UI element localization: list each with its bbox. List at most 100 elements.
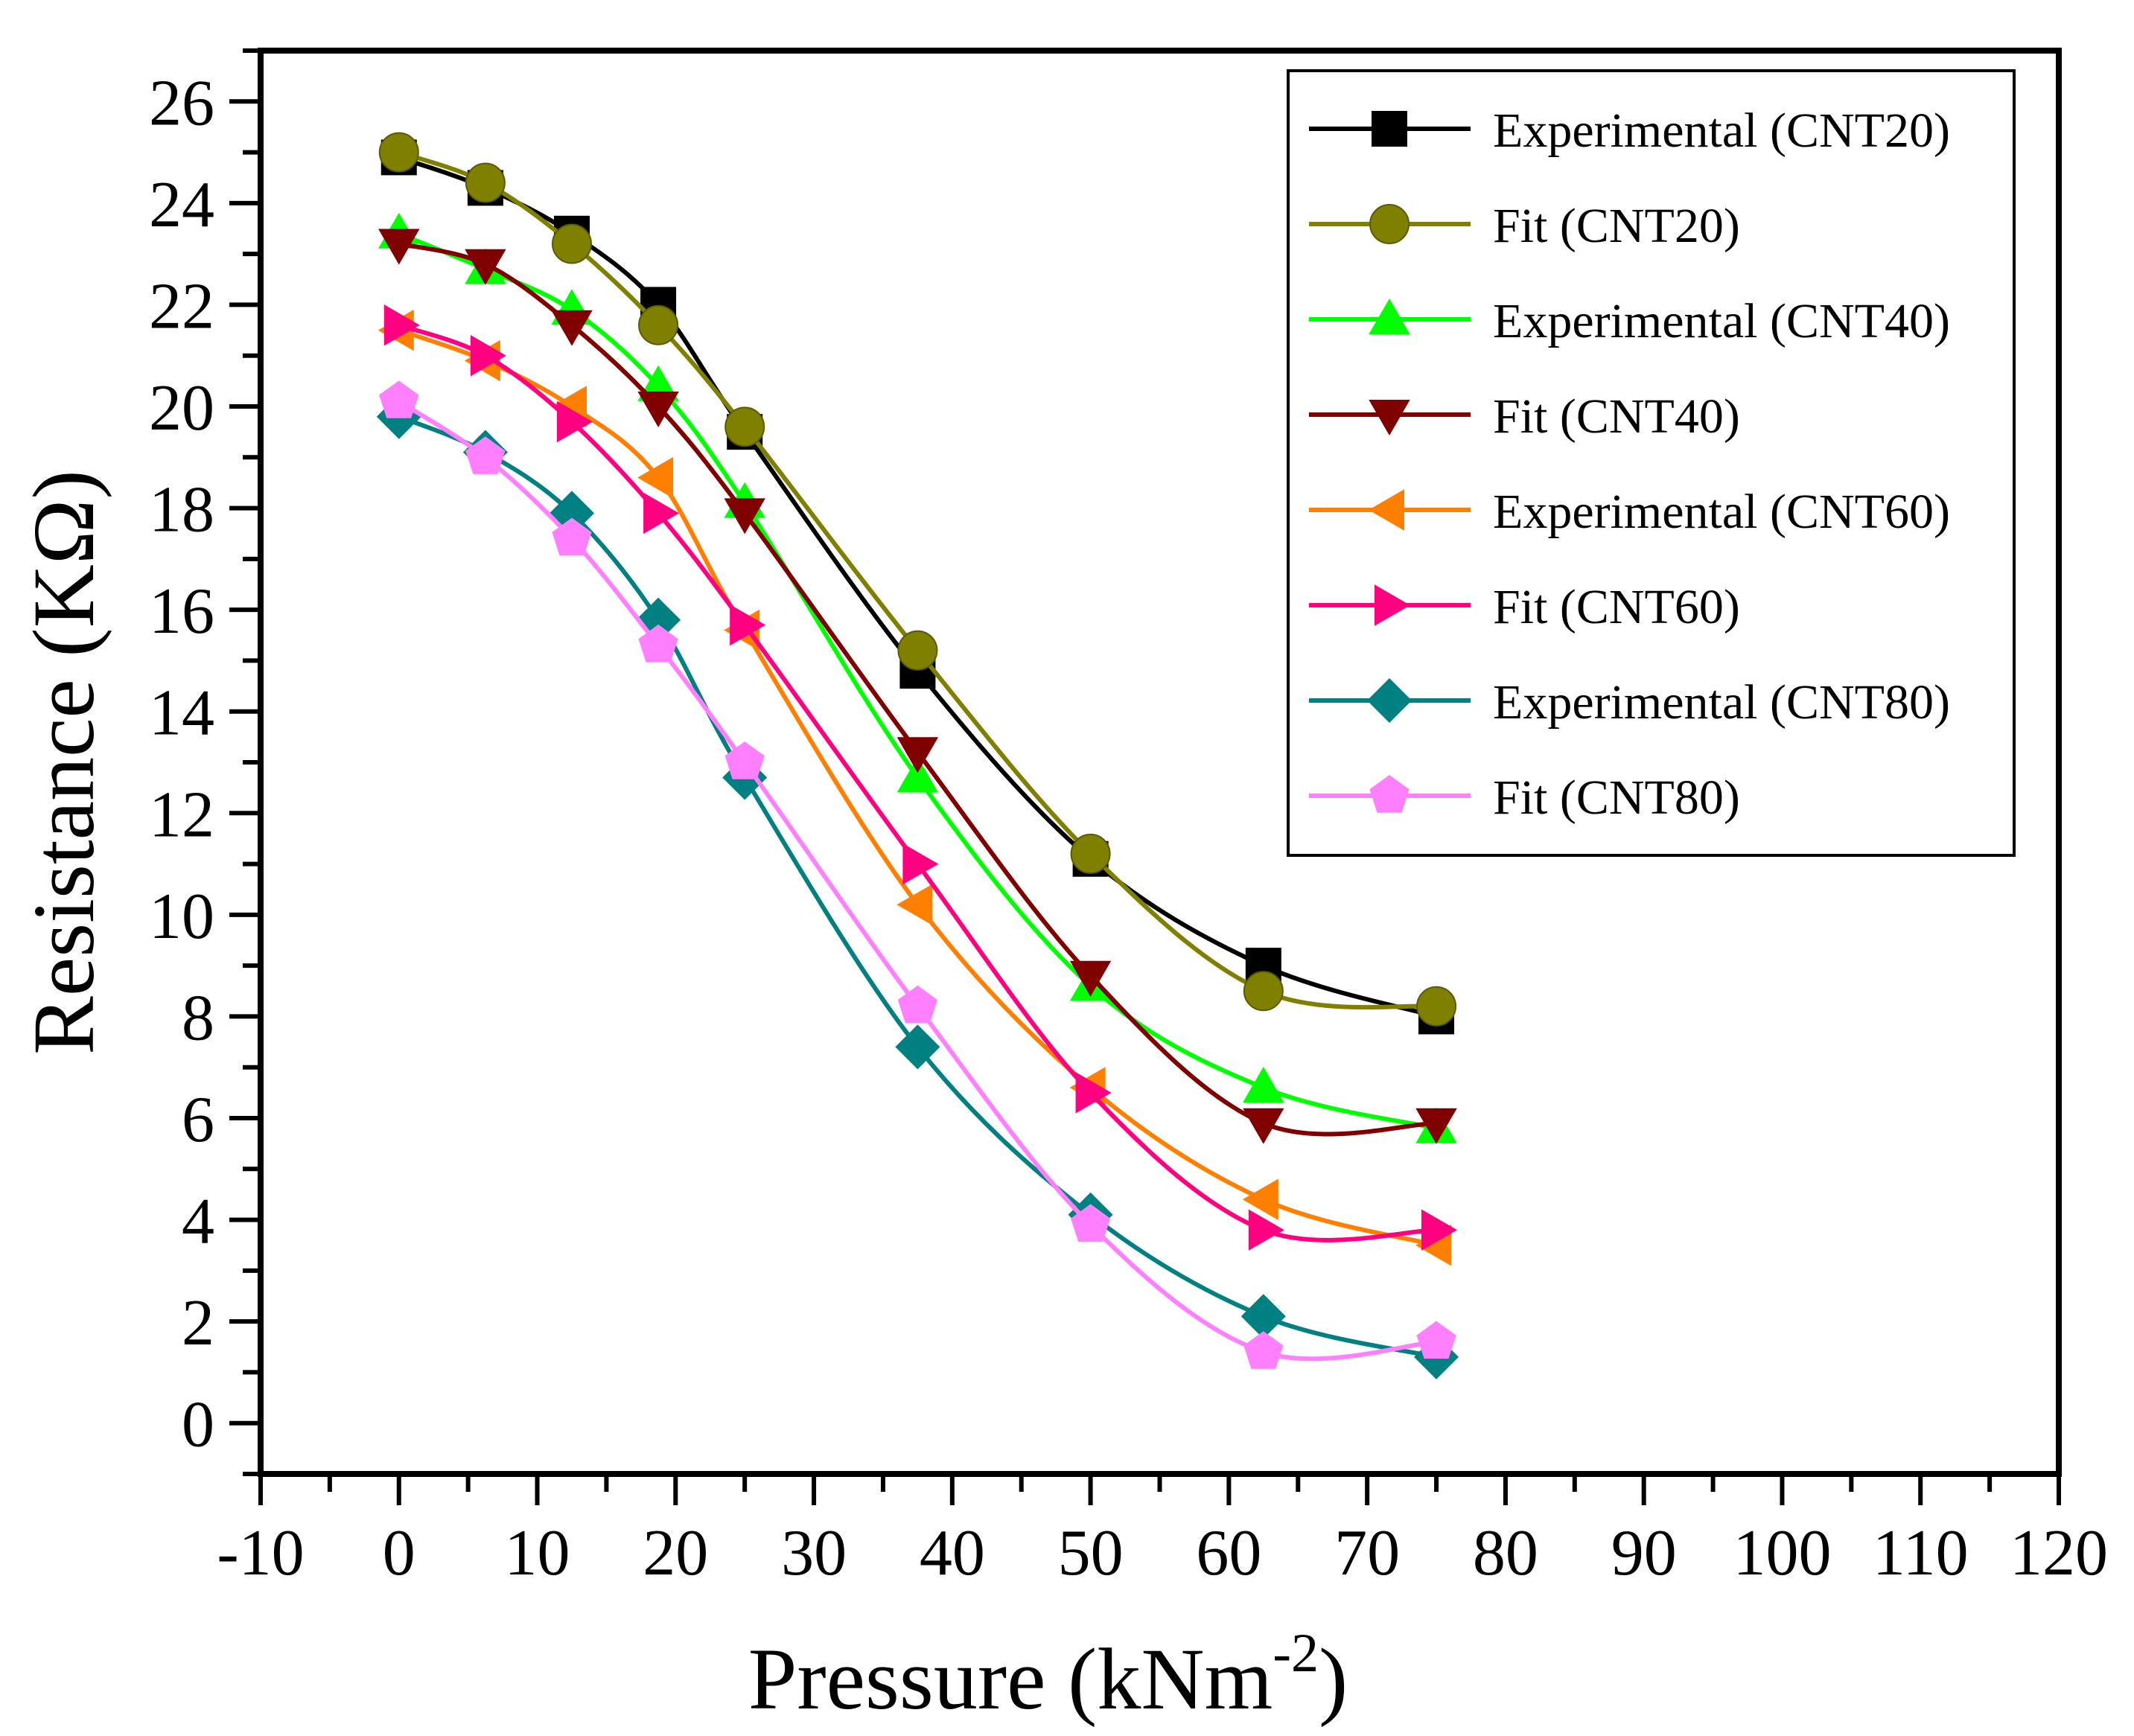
data-point — [1416, 986, 1457, 1027]
series-line — [398, 150, 1437, 1010]
data-point — [1243, 1331, 1284, 1369]
data-point — [724, 498, 765, 534]
series-3 — [378, 229, 1457, 1144]
y-tick-label: 2 — [182, 1287, 214, 1359]
y-tick-label: 4 — [182, 1186, 214, 1258]
legend-marker — [1369, 775, 1410, 813]
x-tick-label: 20 — [643, 1517, 708, 1589]
data-point — [896, 756, 939, 793]
data-point — [552, 517, 592, 556]
x-tick-label: 0 — [383, 1517, 415, 1589]
data-point — [1243, 1067, 1284, 1102]
data-point — [1415, 1108, 1457, 1144]
y-tick-label: 0 — [182, 1389, 214, 1461]
data-point — [1070, 833, 1111, 874]
data-point — [378, 229, 420, 265]
data-point — [1242, 1178, 1278, 1220]
y-tick-label: 18 — [149, 474, 214, 546]
data-point — [896, 737, 939, 773]
series-line — [398, 241, 1437, 1137]
y-tick-label: 26 — [149, 67, 214, 139]
data-point — [643, 492, 680, 534]
data-point — [465, 249, 506, 285]
x-tick-label: 60 — [1196, 1517, 1261, 1589]
data-point — [1421, 1209, 1457, 1251]
data-point — [637, 456, 674, 499]
legend: Experimental (CNT20) Fit (CNT20) Experimen… — [1287, 69, 2016, 857]
legend-box — [1287, 69, 2016, 857]
series-line — [398, 322, 1437, 1242]
data-point — [1243, 971, 1284, 1012]
legend-marker — [1367, 678, 1412, 723]
series-1 — [378, 132, 1457, 1027]
x-tick-label: 110 — [1873, 1517, 1969, 1589]
x-tick-label: 80 — [1473, 1517, 1538, 1589]
data-point — [465, 162, 506, 203]
legend-label: Fit (CNT40) — [1493, 389, 1740, 444]
x-axis-title: Pressure (kNm-2) — [748, 1623, 1348, 1728]
y-tick-label: 24 — [149, 169, 214, 241]
legend-label: Experimental (CNT60) — [1493, 485, 1950, 539]
legend-marker — [1372, 111, 1407, 147]
y-tick-label: 22 — [149, 270, 214, 342]
series-line — [398, 414, 1437, 1359]
legend-label: Fit (CNT80) — [1493, 770, 1740, 825]
data-point — [1069, 960, 1112, 997]
data-point — [1075, 1072, 1112, 1114]
x-axis: -10 0 10 20 30 40 50 60 70 80 90 100 110 120 — [217, 1474, 2108, 1589]
legend-entry: Fit (CNT40) — [1309, 389, 1740, 444]
legend-entry: Experimental (CNT80) — [1309, 675, 1950, 730]
legend-entry: Fit (CNT80) — [1309, 770, 1740, 825]
data-point — [637, 392, 679, 427]
series-line — [398, 399, 1437, 1362]
data-point — [902, 843, 939, 885]
legend-marker — [1369, 299, 1410, 334]
legend-entry: Experimental (CNT40) — [1309, 294, 1950, 348]
y-tick-label: 16 — [149, 575, 214, 648]
x-tick-label: 40 — [920, 1517, 985, 1589]
x-axis-title-main: Pressure (kNm — [748, 1630, 1273, 1728]
y-tick-label: 14 — [149, 677, 214, 750]
y-tick-label: 8 — [182, 982, 214, 1054]
legend-entry: Experimental (CNT60) — [1309, 485, 1950, 539]
legend-entry: Experimental (CNT20) — [1309, 103, 1950, 158]
series-line — [398, 328, 1437, 1248]
data-point — [638, 304, 679, 345]
legend-label: Experimental (CNT20) — [1493, 103, 1950, 158]
data-point — [895, 1024, 940, 1070]
series-line — [398, 232, 1437, 1131]
y-tick-label: 10 — [149, 881, 214, 953]
legend-marker — [1369, 204, 1410, 244]
x-axis-title-close: ) — [1319, 1630, 1348, 1728]
series-line — [398, 155, 1437, 1019]
data-point — [551, 310, 593, 346]
data-point — [1416, 1321, 1456, 1359]
series-5 — [383, 304, 1457, 1251]
data-point — [465, 436, 506, 474]
data-point — [1248, 1209, 1284, 1251]
data-point — [470, 335, 506, 377]
data-point — [896, 884, 933, 925]
y-tick-label: 12 — [149, 779, 214, 851]
legend-marker — [1369, 400, 1410, 435]
y-axis-title: Resistance (KΩ) — [15, 470, 112, 1055]
y-tick-label: 6 — [182, 1084, 214, 1156]
y-tick-label: 20 — [149, 372, 214, 444]
legend-marker — [1375, 584, 1410, 626]
x-tick-label: 90 — [1611, 1517, 1677, 1589]
legend-label: Experimental (CNT40) — [1493, 294, 1950, 348]
legend-entry: Fit (CNT20) — [1309, 199, 1740, 253]
legend-label: Fit (CNT60) — [1493, 580, 1740, 634]
data-point — [557, 401, 593, 443]
x-tick-label: -10 — [217, 1517, 304, 1589]
legend-marker — [1369, 489, 1404, 531]
legend-label: Experimental (CNT80) — [1493, 675, 1950, 730]
x-tick-label: 70 — [1334, 1517, 1400, 1589]
data-point — [379, 380, 419, 418]
data-point — [1071, 1204, 1111, 1242]
data-point — [897, 985, 937, 1024]
series-layer — [376, 132, 1459, 1379]
x-tick-label: 100 — [1733, 1517, 1831, 1589]
